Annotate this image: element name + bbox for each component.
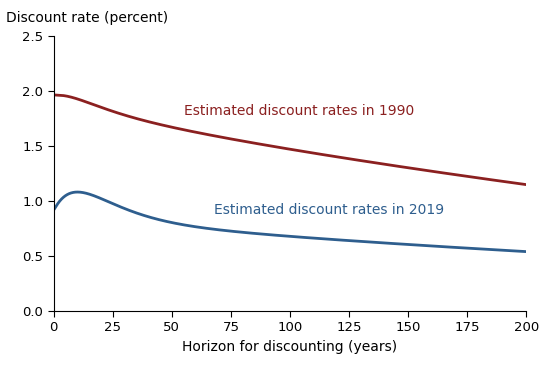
Text: Estimated discount rates in 1990: Estimated discount rates in 1990 xyxy=(184,104,414,118)
Text: Estimated discount rates in 2019: Estimated discount rates in 2019 xyxy=(214,203,444,218)
X-axis label: Horizon for discounting (years): Horizon for discounting (years) xyxy=(183,340,398,354)
Text: Discount rate (percent): Discount rate (percent) xyxy=(7,11,169,26)
